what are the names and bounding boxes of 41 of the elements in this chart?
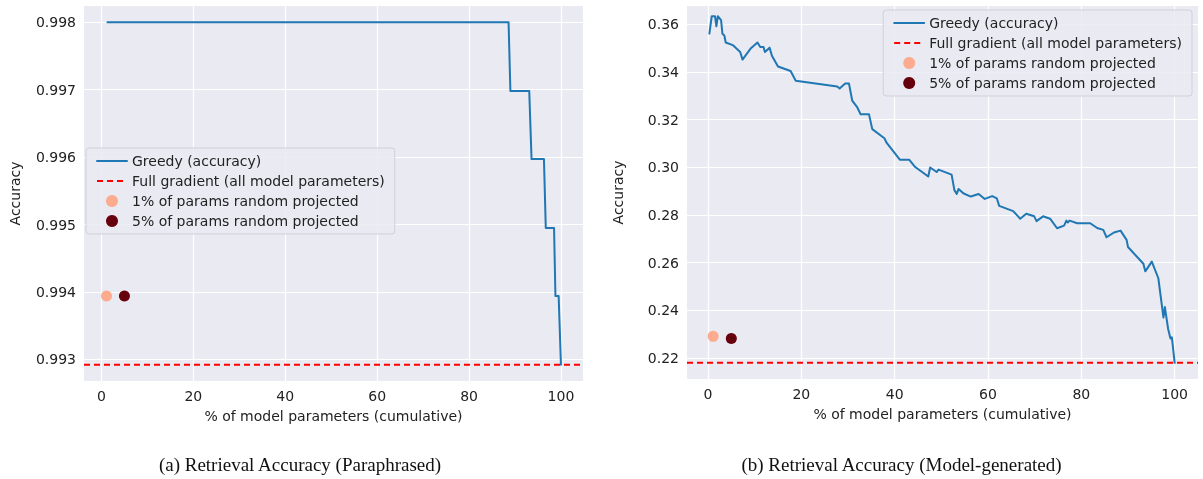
x-tick-label: 80 [1072,386,1091,402]
legend-label: Full gradient (all model parameters) [929,35,1182,51]
legend-label: 5% of params random projected [929,75,1156,91]
legend-label: Greedy (accuracy) [929,15,1059,31]
y-axis-title: Accuracy [7,161,23,226]
legend-label: 1% of params random projected [132,193,359,209]
x-tick-label: 60 [979,386,997,402]
x-axis-title: % of model parameters (cumulative) [813,406,1072,422]
y-tick-label: 0.22 [647,349,679,366]
y-tick-label: 0.32 [647,111,679,128]
x-tick-label: 60 [368,388,387,404]
y-tick-label: 0.994 [35,283,77,300]
y-tick-label: 0.36 [647,16,680,33]
y-tick-label: 0.996 [35,149,77,166]
y-tick-label: 0.998 [35,14,76,31]
y-tick-label: 0.28 [647,206,679,223]
x-tick-label: 0 [703,386,713,402]
x-tick-label: 100 [547,388,575,404]
line-series [106,21,562,366]
x-axis-title: % of model parameters (cumulative) [204,408,463,424]
text: (a) Retrieval Accuracy (Paraphrased) [158,454,442,476]
y-tick-label: 0.993 [35,351,76,368]
y-tick-label: 0.997 [35,81,76,98]
text: (b) Retrieval Accuracy (Model-generated) [741,454,1062,476]
legend-label: Full gradient (all model parameters) [132,173,385,189]
x-tick-label: 40 [276,388,295,404]
y-tick-label: 0.26 [647,254,680,271]
legend-label: 5% of params random projected [132,213,359,229]
y-tick-label: 0.34 [647,63,680,80]
y-tick-label: 0.30 [647,159,679,176]
legend-label: Greedy (accuracy) [132,153,262,169]
x-tick-label: 100 [1161,386,1189,402]
x-tick-label: 20 [792,386,811,402]
y-tick-label: 0.995 [35,216,76,233]
x-tick-label: 40 [885,386,904,402]
legend-label: 1% of params random projected [929,55,1156,71]
x-tick-label: 20 [184,388,203,404]
y-tick-label: 0.24 [647,302,680,319]
x-tick-label: 80 [460,388,478,404]
x-tick-label: 0 [97,388,106,404]
y-axis-title: Accuracy [610,160,626,225]
